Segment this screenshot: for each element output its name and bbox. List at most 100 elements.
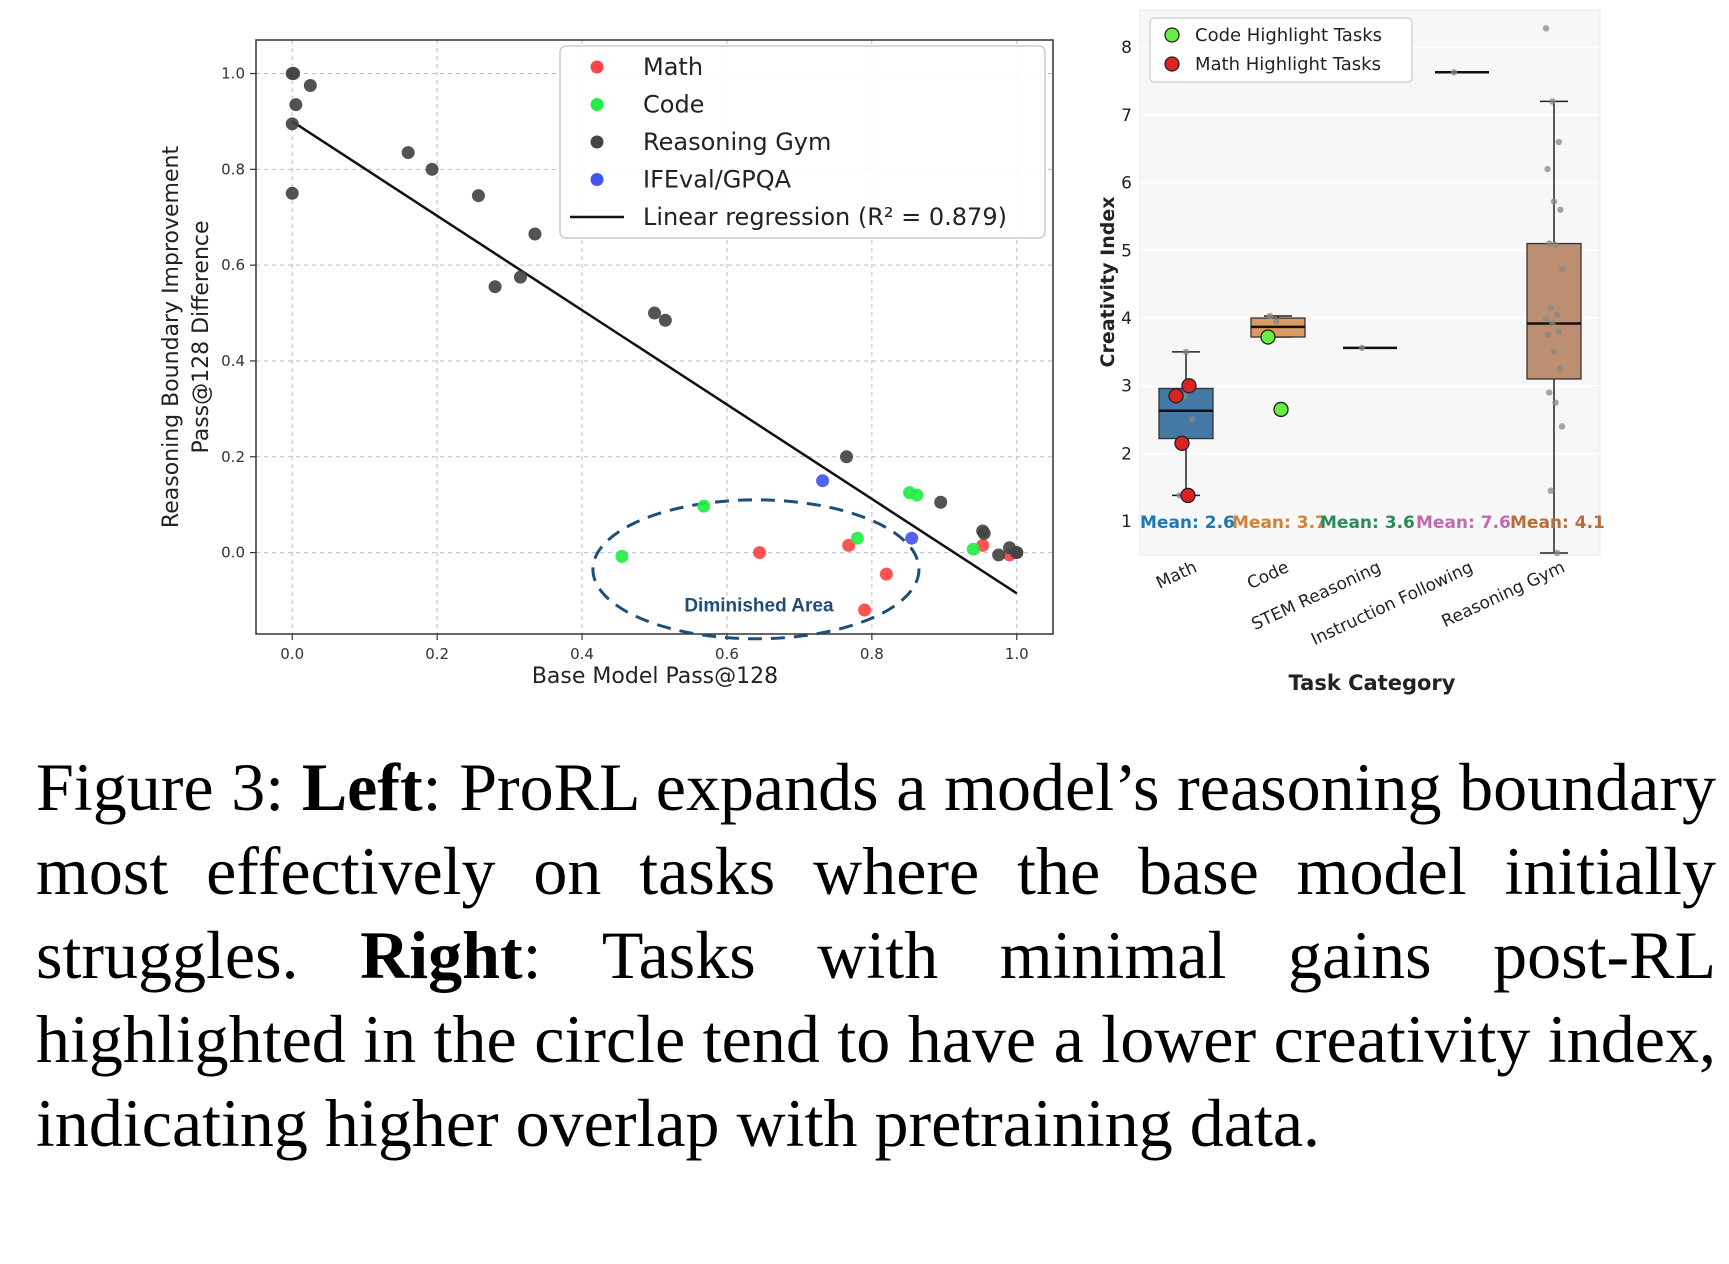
jitter-point <box>1189 416 1196 423</box>
regression-line <box>291 120 1018 595</box>
left-y-ticks: 0.0 0.2 0.4 0.6 0.8 1.0 <box>221 65 256 562</box>
mean-label: Mean: 4.1 <box>1510 513 1605 533</box>
jitter-point <box>1555 138 1563 146</box>
math-highlight-point <box>1168 388 1184 404</box>
left-points <box>285 67 1024 617</box>
left-y-tick-label: 0.2 <box>221 448 245 466</box>
data-point-reasoning-gym <box>425 162 439 176</box>
right-y-tick-label: 5 <box>1121 241 1132 261</box>
box-reasoning-gym <box>1526 25 1582 557</box>
jitter-point <box>1182 348 1190 356</box>
jitter-point <box>1450 69 1458 76</box>
left-y-tick-label: 0.4 <box>221 352 245 370</box>
caption-right-label: Right <box>360 917 523 993</box>
right-legend-label: Math Highlight Tasks <box>1195 54 1381 75</box>
right-legend-box <box>1149 17 1413 83</box>
data-point-ifeval-gpqa <box>905 531 919 545</box>
left-x-ticks: 0.0 0.2 0.4 0.6 0.8 1.0 <box>280 634 1029 663</box>
data-point-reasoning-gym <box>488 280 502 294</box>
code-highlight-point <box>1273 401 1289 418</box>
jitter-point <box>1547 304 1555 312</box>
legend-label: Linear regression (R² = 0.879) <box>643 203 1007 231</box>
right-y-tick-label: 4 <box>1121 309 1132 329</box>
left-x-tick-label: 1.0 <box>1005 645 1029 663</box>
data-point-reasoning-gym <box>285 186 299 200</box>
data-point-reasoning-gym <box>285 117 299 131</box>
right-plot-background <box>1139 9 1601 556</box>
jitter-point <box>1549 98 1556 105</box>
right-x-axis-label: Task Category <box>1289 671 1456 695</box>
data-point-code <box>966 542 980 556</box>
data-point-reasoning-gym <box>289 98 303 112</box>
right-y-tick-label: 6 <box>1121 174 1132 194</box>
data-point-reasoning-gym <box>648 306 661 320</box>
legend-label: Code <box>643 91 704 119</box>
right-legend-marker <box>1164 27 1180 43</box>
mean-label: Mean: 3.6 <box>1320 513 1415 533</box>
right-y-tick-label: 2 <box>1121 444 1132 464</box>
jitter-point <box>1558 266 1566 273</box>
diminished-area-ellipse <box>591 498 921 641</box>
math-highlight-point <box>1180 487 1196 504</box>
data-point-reasoning-gym <box>1010 546 1024 560</box>
left-legend: Math Code Reasoning Gym IFEval/GPQA Linear r… <box>559 45 1046 239</box>
jitter-point <box>1550 348 1558 356</box>
caption-prefix: Figure 3: <box>36 749 302 825</box>
data-point-code <box>697 499 711 513</box>
left-x-tick-label: 0.8 <box>860 645 884 663</box>
box-stem-reasoning <box>1343 344 1397 352</box>
left-y-axis-label-line2: Pass@128 Difference <box>189 220 214 453</box>
jitter-point <box>1542 316 1550 323</box>
data-point-reasoning-gym <box>934 495 948 509</box>
jitter-point <box>1542 25 1550 32</box>
left-plot-frame <box>255 39 1054 635</box>
legend-marker <box>590 173 604 186</box>
box-code <box>1250 312 1306 418</box>
caption-right-text: : Tasks with minimal gains post-RL highl… <box>36 917 1716 1161</box>
left-x-tick-label: 0.0 <box>280 645 304 663</box>
jitter-point <box>1546 240 1553 247</box>
jitter-point <box>1558 423 1566 430</box>
right-legend-label: Code Highlight Tasks <box>1195 25 1382 46</box>
diminished-area-label: Diminished Area <box>684 595 834 616</box>
data-point-math <box>753 546 767 560</box>
data-point-reasoning-gym <box>303 79 317 93</box>
legend-marker <box>590 98 604 111</box>
jitter-point <box>1557 206 1564 213</box>
data-point-reasoning-gym <box>977 526 991 540</box>
right-legend-marker <box>1164 56 1180 72</box>
data-point-reasoning-gym <box>840 450 854 464</box>
mean-label: Mean: 2.6 <box>1140 513 1235 533</box>
left-x-tick-label: 0.6 <box>715 645 739 663</box>
data-point-reasoning-gym <box>287 67 301 81</box>
math-highlight-point <box>1174 435 1190 451</box>
box-math <box>1158 348 1214 504</box>
jitter-point <box>1552 399 1559 406</box>
left-x-tick-label: 0.4 <box>570 645 594 663</box>
right-y-axis-label: Creativity Index <box>1097 197 1119 368</box>
right-y-ticks: 1 2 3 4 5 6 7 8 <box>1121 38 1132 532</box>
data-point-reasoning-gym <box>992 548 1006 562</box>
jitter-point <box>1546 389 1553 396</box>
right-y-tick-label: 3 <box>1121 377 1132 397</box>
mean-label: Mean: 3.7 <box>1232 513 1327 533</box>
caption-left-text: : ProRL expands a model’s reasoning boun… <box>36 749 1716 993</box>
jitter-point <box>1552 241 1559 249</box>
jitter-point <box>1358 344 1366 352</box>
right-boxes <box>1158 25 1582 557</box>
box-body <box>1526 242 1582 380</box>
jitter-point <box>1557 365 1564 373</box>
legend-marker <box>590 135 604 149</box>
legend-marker <box>590 60 604 74</box>
jitter-point <box>1544 331 1551 339</box>
figure-3: 0.0 0.2 0.4 0.6 0.8 1.0 0.0 0.2 0.4 0.6 0.8 1.0 Di… <box>159 9 1605 695</box>
right-y-tick-label: 1 <box>1121 512 1132 532</box>
data-point-reasoning-gym <box>528 227 542 241</box>
right-y-tick-label: 7 <box>1121 106 1132 126</box>
data-point-reasoning-gym <box>401 146 415 160</box>
mean-label: Mean: 7.6 <box>1416 513 1511 533</box>
figure-caption: Figure 3: Left: ProRL expands a model’s … <box>36 745 1716 1165</box>
legend-label: Reasoning Gym <box>643 128 831 156</box>
